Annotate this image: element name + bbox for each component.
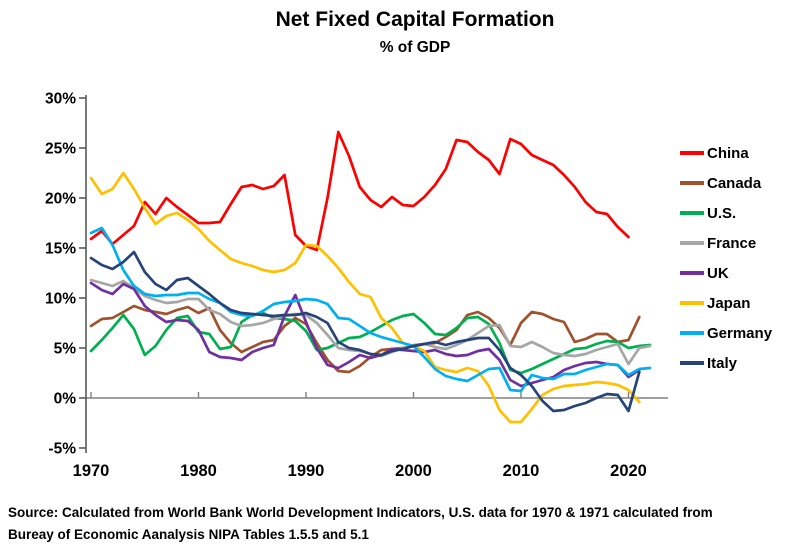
y-tick-label: 15% xyxy=(45,241,76,258)
legend-label: Italy xyxy=(707,354,738,372)
series-line-us xyxy=(89,311,652,375)
legend-swatch-icon xyxy=(680,241,704,245)
legend-label: Canada xyxy=(707,174,762,192)
legend-item-canada: Canada xyxy=(680,168,772,198)
legend-swatch-icon xyxy=(680,271,704,275)
y-tick-label: 20% xyxy=(45,191,76,208)
legend-swatch-icon xyxy=(680,151,704,155)
x-tick-label: 1990 xyxy=(288,462,325,480)
legend-swatch-icon xyxy=(680,331,704,335)
y-tick-label: 10% xyxy=(45,291,76,308)
x-tick-label: 2000 xyxy=(395,462,432,480)
series-line-italy xyxy=(89,250,641,413)
x-tick-label: 1980 xyxy=(180,462,217,480)
legend-swatch-icon xyxy=(680,361,704,365)
legend-item-china: China xyxy=(680,138,772,168)
x-tick-label: 1970 xyxy=(73,462,110,480)
series-line-canada xyxy=(89,304,641,374)
series-line-china xyxy=(89,130,630,252)
legend-item-us: U.S. xyxy=(680,198,772,228)
legend-label: China xyxy=(707,144,749,162)
series-line-japan xyxy=(89,171,641,424)
chart-subtitle: % of GDP xyxy=(379,39,451,56)
legend-item-germany: Germany xyxy=(680,318,772,348)
legend-item-italy: Italy xyxy=(680,348,772,378)
legend-label: Japan xyxy=(707,294,751,312)
legend: China Canada U.S. France UK Japan Germany Italy xyxy=(680,138,772,378)
legend-label: Germany xyxy=(707,324,773,342)
legend-swatch-icon xyxy=(680,181,704,185)
source-line-2: Bureay of Economic Aanalysis NIPA Tables… xyxy=(8,527,369,542)
y-tick-label: 0% xyxy=(54,391,77,408)
x-tick-label: 2010 xyxy=(503,462,540,480)
source-note: Source: Calculated from World Bank World… xyxy=(8,502,788,546)
legend-label: U.S. xyxy=(707,204,737,222)
legend-swatch-icon xyxy=(680,211,704,215)
legend-item-japan: Japan xyxy=(680,288,772,318)
legend-label: France xyxy=(707,234,757,252)
chart-title: Net Fixed Capital Formation xyxy=(275,8,555,31)
x-tick-label: 2020 xyxy=(610,462,647,480)
y-tick-label: 25% xyxy=(45,141,76,158)
legend-item-uk: UK xyxy=(680,258,772,288)
y-tick-label: 5% xyxy=(54,341,77,358)
series-line-germany xyxy=(89,226,652,393)
y-tick-label: -5% xyxy=(48,441,76,458)
source-line-1: Source: Calculated from World Bank World… xyxy=(8,505,713,520)
legend-item-france: France xyxy=(680,228,772,258)
y-tick-label: 30% xyxy=(45,91,76,108)
legend-swatch-icon xyxy=(680,301,704,305)
legend-label: UK xyxy=(707,264,729,282)
